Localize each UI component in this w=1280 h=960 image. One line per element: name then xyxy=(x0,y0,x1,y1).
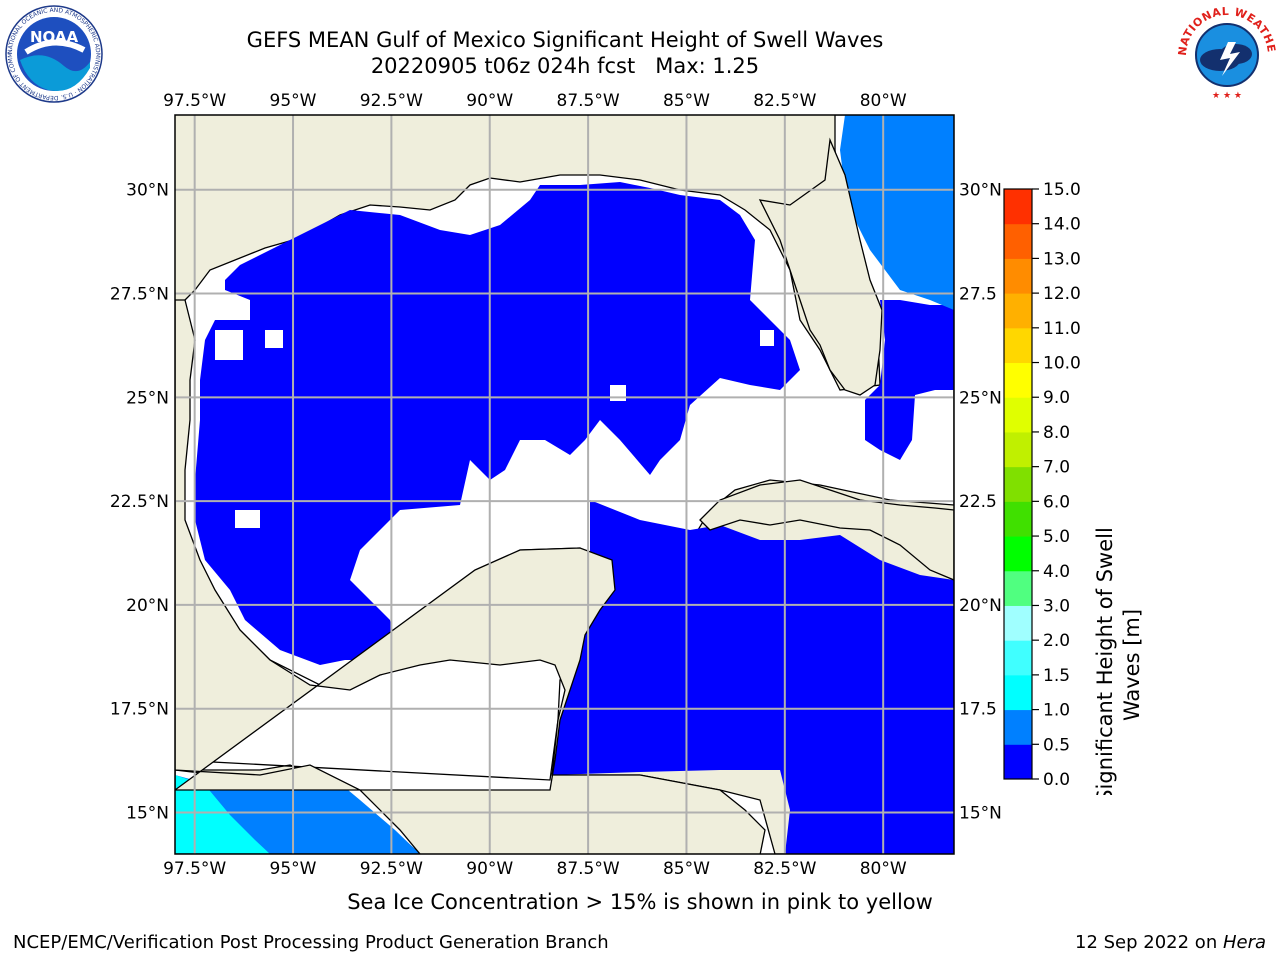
lon-label-top: 90°W xyxy=(466,91,513,111)
lon-label-bottom: 97.5°W xyxy=(163,859,226,879)
colorbar-swatch xyxy=(1004,709,1032,745)
lon-label-bottom: 87.5°W xyxy=(557,859,620,879)
colorbar-tick-label: 14.0 xyxy=(1043,215,1081,235)
colorbar-label-line1: Significant Height of Swell xyxy=(1093,527,1117,795)
lat-label-left: 27.5°N xyxy=(110,285,169,305)
footer-date: 12 Sep 2022 on Hera xyxy=(1075,932,1266,953)
colorbar-label-line2: Waves [m] xyxy=(1120,609,1144,721)
colorbar-tick-label: 0.5 xyxy=(1043,735,1070,755)
colorbar-tick-label: 3.0 xyxy=(1043,596,1070,616)
colorbar-swatch xyxy=(1004,744,1032,780)
colorbar-tick-label: 11.0 xyxy=(1043,319,1081,339)
colorbar-swatch xyxy=(1004,431,1032,468)
chart-subtitle: 20220905 t06z 024h fcst Max: 1.25 xyxy=(370,54,760,78)
yucatan xyxy=(175,299,766,854)
swell-field-atlantic xyxy=(840,115,954,310)
map-tick-labels: 97.5°W 97.5°W 95°W 95°W 92.5°W 92.5°W 90°W 90°W… xyxy=(110,91,1002,879)
cuba xyxy=(699,479,954,581)
colorbar-tick-label: 4.0 xyxy=(1043,562,1070,582)
colorbar-swatch xyxy=(1004,397,1032,433)
colorbar-tick-label: 1.5 xyxy=(1043,666,1070,686)
footer-credit: NCEP/EMC/Verification Post Processing Pr… xyxy=(13,932,609,953)
calm-patch xyxy=(235,510,260,528)
lat-label-left: 22.5°N xyxy=(110,492,169,512)
lat-label-right: 20°N xyxy=(959,596,1002,616)
colorbar-tick-label: 7.0 xyxy=(1043,458,1070,478)
colorbar-swatch xyxy=(1004,605,1032,641)
colorbar: 0.0 0.5 1.0 1.5 2.0 3.0 4.0 5.0 6.0 7.0 8.0 9.0 10.0… xyxy=(1003,180,1144,795)
swell-field-low xyxy=(195,182,800,665)
lat-label-right: 27.5 xyxy=(959,285,997,305)
noaa-logo-text: NOAA xyxy=(30,28,79,46)
map-gridlines xyxy=(175,115,954,854)
lat-label-left: 15°N xyxy=(126,803,169,823)
sea-ice-note: Sea Ice Concentration > 15% is shown in … xyxy=(347,890,933,914)
colorbar-swatch xyxy=(1004,258,1032,294)
colorbar-swatch xyxy=(1004,640,1032,676)
lon-label-top: 97.5°W xyxy=(163,91,226,111)
colorbar-tick-label: 9.0 xyxy=(1043,388,1070,408)
lon-label-top: 85°W xyxy=(663,91,710,111)
chart-title: GEFS MEAN Gulf of Mexico Significant Hei… xyxy=(246,28,884,52)
calm-patch xyxy=(760,330,774,346)
colorbar-swatch xyxy=(1004,327,1032,364)
footer-date-text: 12 Sep 2022 on xyxy=(1075,932,1223,953)
lon-label-top: 80°W xyxy=(860,91,907,111)
colorbar-tick-label: 10.0 xyxy=(1043,354,1081,374)
colorbar-swatch xyxy=(1004,674,1032,711)
colorbar-swatch xyxy=(1004,362,1032,398)
lat-label-right: 22.5 xyxy=(959,492,997,512)
colorbar-swatch xyxy=(1004,536,1032,572)
colorbar-swatch xyxy=(1004,466,1032,502)
colorbar-tick-label: 8.0 xyxy=(1043,423,1070,443)
nws-logo: NATIONAL WEATHER SERVICE ★ ★ ★ xyxy=(1176,2,1277,102)
map-frame xyxy=(174,114,955,855)
swell-field-straits xyxy=(865,300,954,460)
calm-patch xyxy=(265,330,283,348)
lon-label-bottom: 92.5°W xyxy=(360,859,423,879)
lon-label-top: 87.5°W xyxy=(557,91,620,111)
lon-label-bottom: 90°W xyxy=(466,859,513,879)
colorbar-tick-label: 1.0 xyxy=(1043,701,1070,721)
lon-label-bottom: 95°W xyxy=(270,859,317,879)
lat-label-left: 30°N xyxy=(126,181,169,201)
lat-label-left: 20°N xyxy=(126,596,169,616)
colorbar-tick-label: 15.0 xyxy=(1043,180,1081,200)
lat-label-right: 25°N xyxy=(959,388,1002,408)
colorbar-tick-label: 12.0 xyxy=(1043,284,1081,304)
lat-label-left: 25°N xyxy=(126,388,169,408)
lon-label-top: 92.5°W xyxy=(360,91,423,111)
footer-machine: Hera xyxy=(1222,932,1266,953)
colorbar-tick-label: 0.0 xyxy=(1043,770,1070,790)
colorbar-tick-label: 5.0 xyxy=(1043,527,1070,547)
colorbar-tick-label: 2.0 xyxy=(1043,631,1070,651)
lon-label-bottom: 82.5°W xyxy=(753,859,816,879)
colorbar-swatch xyxy=(1004,293,1032,329)
colorbar-swatch xyxy=(1004,189,1032,225)
colorbar-swatch xyxy=(1004,570,1032,606)
florida xyxy=(758,137,883,396)
lat-label-right: 17.5 xyxy=(959,700,997,720)
swell-field-east xyxy=(552,500,954,854)
lon-label-top: 82.5°W xyxy=(753,91,816,111)
lon-label-top: 95°W xyxy=(270,91,317,111)
noaa-logo: NOAA NATIONAL OCEANIC AND ATMOSPHERIC AD… xyxy=(4,4,103,103)
calm-patch xyxy=(610,385,626,401)
colorbar-swatch xyxy=(1004,223,1032,259)
lon-label-bottom: 80°W xyxy=(860,859,907,879)
colorbar-tick-label: 6.0 xyxy=(1043,492,1070,512)
colorbar-swatch xyxy=(1004,501,1032,537)
lon-label-bottom: 85°W xyxy=(663,859,710,879)
calm-patch xyxy=(215,330,243,360)
lat-label-right: 15°N xyxy=(959,803,1002,823)
colorbar-tick-label: 13.0 xyxy=(1043,249,1081,269)
svg-text:★ ★ ★: ★ ★ ★ xyxy=(1212,91,1242,101)
lat-label-right: 30°N xyxy=(959,181,1002,201)
swell-field-pacific-high xyxy=(175,775,270,854)
lat-label-left: 17.5°N xyxy=(110,700,169,720)
